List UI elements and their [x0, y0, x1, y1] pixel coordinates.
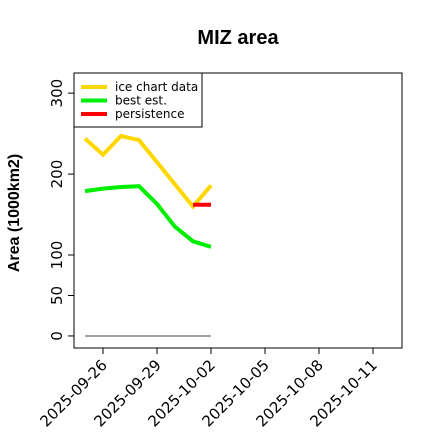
y-tick-label: 0	[48, 331, 66, 341]
chart-title: MIZ area	[197, 27, 279, 49]
series-layer	[83, 133, 213, 337]
x-axis: 2025-09-262025-09-292025-10-022025-10-05…	[36, 348, 381, 430]
y-tick-label: 50	[48, 286, 66, 305]
y-axis: 0 50 100 200 300	[48, 79, 74, 341]
y-axis-label: Area (1000km2)	[6, 154, 23, 272]
y-tick-label: 100	[48, 241, 66, 270]
series-line-best-est-	[84, 184, 212, 249]
legend-label: best est.	[115, 94, 167, 108]
y-tick-label: 300	[48, 79, 66, 108]
y-tick-label: 200	[48, 160, 66, 189]
plot-frame	[73, 72, 403, 349]
legend-label: persistence	[115, 107, 184, 121]
legend-label: ice chart data	[115, 80, 198, 94]
